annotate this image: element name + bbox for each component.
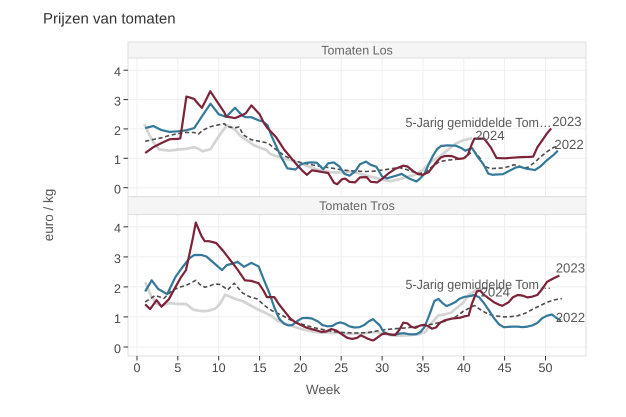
svg-text:10: 10 <box>212 361 226 375</box>
svg-text:0: 0 <box>114 183 121 197</box>
svg-text:50: 50 <box>539 361 553 375</box>
svg-text:35: 35 <box>416 361 430 375</box>
svg-text:5: 5 <box>174 361 181 375</box>
svg-text:Tomaten Los: Tomaten Los <box>321 44 393 58</box>
svg-text:2024: 2024 <box>475 128 504 143</box>
svg-text:25: 25 <box>334 361 348 375</box>
svg-text:Tomaten Tros: Tomaten Tros <box>319 199 395 213</box>
svg-text:1: 1 <box>114 153 121 167</box>
svg-text:0: 0 <box>134 361 141 375</box>
svg-text:2: 2 <box>114 282 121 296</box>
svg-text:4: 4 <box>114 222 121 236</box>
svg-text:2023: 2023 <box>552 114 581 129</box>
svg-text:2024: 2024 <box>481 285 510 300</box>
svg-text:45: 45 <box>498 361 512 375</box>
svg-text:5-Jarig gemiddelde Tom…: 5-Jarig gemiddelde Tom… <box>406 115 552 130</box>
svg-text:30: 30 <box>375 361 389 375</box>
svg-text:4: 4 <box>114 65 121 79</box>
svg-text:1: 1 <box>114 312 121 326</box>
svg-text:3: 3 <box>114 95 121 109</box>
svg-text:40: 40 <box>457 361 471 375</box>
svg-text:15: 15 <box>253 361 267 375</box>
svg-text:0: 0 <box>114 342 121 356</box>
svg-text:2022: 2022 <box>554 137 583 152</box>
svg-text:Week: Week <box>306 382 341 397</box>
svg-text:euro / kg: euro / kg <box>41 189 56 242</box>
svg-text:2022: 2022 <box>556 310 585 325</box>
svg-text:5-Jarig gemiddelde Tom…: 5-Jarig gemiddelde Tom… <box>406 277 552 292</box>
svg-text:20: 20 <box>293 361 307 375</box>
svg-text:2: 2 <box>114 124 121 138</box>
svg-text:Prijzen van tomaten: Prijzen van tomaten <box>43 11 176 28</box>
svg-text:3: 3 <box>114 252 121 266</box>
svg-text:2023: 2023 <box>556 260 585 275</box>
